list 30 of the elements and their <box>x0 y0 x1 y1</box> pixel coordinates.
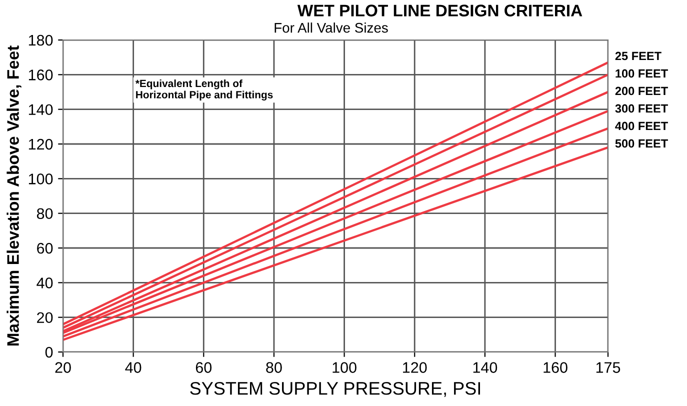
series-label: 25 FEET <box>615 52 662 60</box>
series-label: 200 FEET <box>615 86 668 96</box>
y-tick-label: 80 <box>36 208 53 220</box>
y-tick-label: 100 <box>28 174 53 184</box>
y-tick-label: 120 <box>28 138 53 150</box>
y-tick-label: 20 <box>37 312 53 324</box>
y-tick-label: 0 <box>45 346 53 358</box>
chart-title: WET PILOT LINE DESIGN CRITERIA <box>297 4 582 16</box>
x-tick-label: 175 <box>596 362 620 373</box>
series-label: 400 FEET <box>615 122 668 130</box>
x-tick-label: 60 <box>196 362 212 373</box>
x-tick-label: 20 <box>55 362 71 373</box>
series-label: 300 FEET <box>615 104 668 113</box>
x-tick-label: 100 <box>332 362 356 373</box>
x-tick-label: 40 <box>125 362 142 373</box>
y-tick-label: 60 <box>37 242 53 254</box>
y-axis-title: Maximum Elevation Above Valve, Feet <box>6 46 22 346</box>
series-label: 500 FEET <box>615 139 668 148</box>
y-tick-label: 140 <box>28 104 53 116</box>
x-tick-label: 140 <box>473 362 498 373</box>
y-tick-label: 160 <box>28 70 53 80</box>
annotation: *Equivalent Length of Horizontal Pipe and Fittings <box>135 79 273 101</box>
x-tick-label: 160 <box>544 362 568 373</box>
x-tick-label: 80 <box>266 362 282 373</box>
y-tick-label: 40 <box>36 278 53 288</box>
series-label: 100 FEET <box>616 69 668 78</box>
chart-subtitle: For All Valve Sizes <box>274 22 388 33</box>
x-axis-title: SYSTEM SUPPLY PRESSURE, PSI <box>190 382 480 397</box>
y-tick-label: 180 <box>28 34 53 46</box>
x-tick-label: 120 <box>403 362 427 373</box>
